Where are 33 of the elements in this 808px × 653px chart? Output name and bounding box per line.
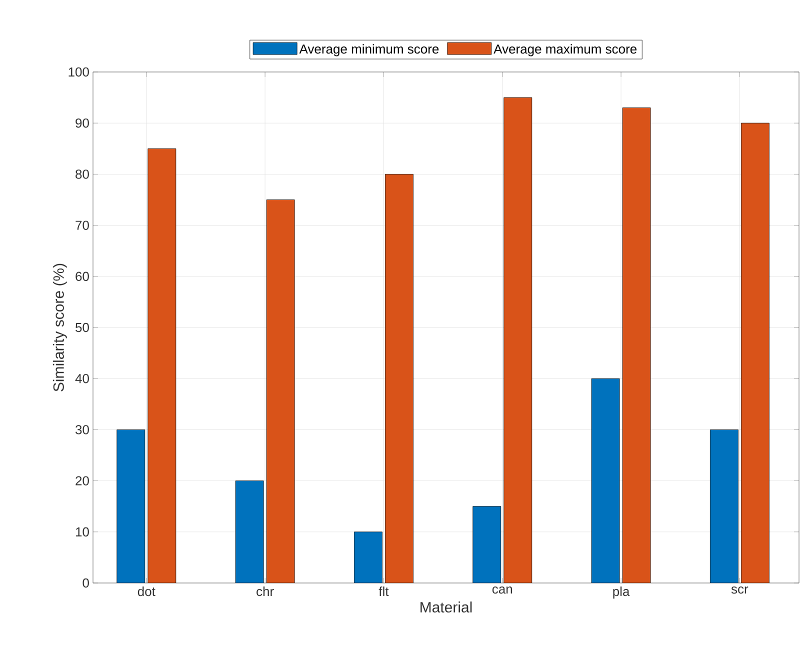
bar <box>504 97 532 583</box>
y-tick-label: 10 <box>76 527 89 536</box>
bar <box>235 480 264 583</box>
y-tick-label: 80 <box>76 170 89 179</box>
legend-label: Average minimum score <box>299 44 439 56</box>
y-tick-label: 50 <box>76 322 89 332</box>
bar <box>710 429 738 583</box>
y-tick-label: 40 <box>75 374 89 384</box>
y-tick-label: 70 <box>76 220 89 230</box>
bar <box>148 148 176 583</box>
y-tick-label: 20 <box>76 476 89 486</box>
y-tick-label: 30 <box>76 425 89 434</box>
x-tick-label: dot <box>138 586 156 596</box>
bar <box>354 532 382 583</box>
y-tick-label: 60 <box>76 272 89 281</box>
bar <box>591 378 620 583</box>
bar <box>266 200 295 583</box>
x-axis-title: Material <box>420 602 472 613</box>
bar <box>740 122 770 583</box>
legend-label: Average maximum score <box>494 44 637 56</box>
x-tick-label: flt <box>378 586 389 596</box>
y-tick-label: 100 <box>68 67 89 77</box>
x-tick-label: pla <box>613 586 630 599</box>
y-tick-label: 90 <box>76 118 89 128</box>
x-tick-label: scr <box>731 586 748 594</box>
y-tick-label: 0 <box>82 578 89 588</box>
y-axis-title: Similarity score (%) <box>52 264 67 392</box>
bar <box>622 108 651 583</box>
bar <box>472 506 502 583</box>
x-tick-label: chr <box>256 586 274 596</box>
bar <box>385 174 414 583</box>
x-tick-label: can <box>492 586 512 594</box>
bar <box>116 429 146 583</box>
